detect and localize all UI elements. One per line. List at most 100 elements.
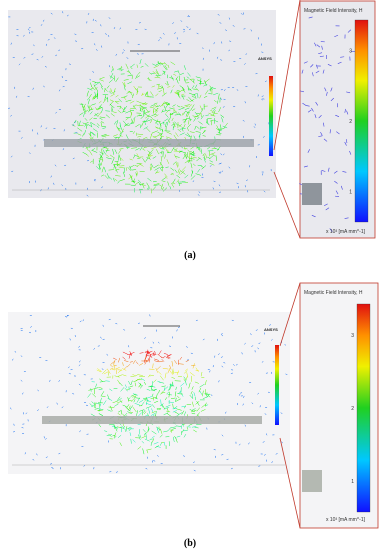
vector (137, 322, 140, 324)
vector (242, 120, 245, 122)
vector (58, 49, 61, 52)
vector (333, 170, 338, 174)
vector (119, 134, 123, 137)
vector (165, 404, 171, 408)
vector (125, 110, 131, 114)
vector (129, 361, 133, 363)
vector (104, 95, 106, 101)
vector (207, 394, 211, 398)
vector (123, 171, 126, 177)
vector (202, 390, 204, 397)
vector (84, 109, 89, 113)
vector (112, 177, 115, 182)
vector (323, 203, 328, 206)
vector (167, 86, 171, 88)
vector (147, 91, 149, 98)
vector (115, 471, 118, 473)
vector (99, 82, 103, 88)
vector (122, 425, 126, 430)
vector (163, 412, 169, 416)
vector (106, 85, 110, 89)
vector (156, 75, 161, 79)
vector (220, 356, 223, 358)
vector (154, 102, 158, 105)
vector (196, 117, 200, 120)
vector (194, 126, 197, 130)
vector (146, 186, 150, 190)
vector (189, 372, 195, 377)
vector (184, 174, 189, 179)
vector (89, 117, 93, 121)
vector (141, 410, 144, 416)
vector (199, 390, 203, 395)
vector (125, 134, 129, 140)
vector (194, 427, 199, 429)
vector (151, 114, 157, 116)
vector (23, 370, 26, 373)
vector (186, 359, 189, 361)
vector (195, 76, 201, 79)
vector (312, 72, 314, 77)
vector (169, 383, 171, 389)
plate (302, 183, 322, 205)
vector (131, 147, 137, 149)
vector (154, 352, 156, 356)
vector (159, 161, 164, 167)
vector (146, 396, 153, 399)
vector (31, 53, 34, 55)
vector (299, 90, 304, 93)
vector (122, 374, 127, 377)
vector (185, 368, 189, 372)
vector (160, 428, 163, 434)
vector (133, 116, 136, 120)
vector (162, 110, 168, 112)
vector (163, 386, 169, 391)
vector (90, 105, 93, 110)
vector (173, 73, 177, 76)
vector (156, 149, 159, 155)
vector (172, 410, 177, 413)
vector (254, 123, 256, 126)
vector (53, 182, 55, 185)
vector (151, 408, 154, 413)
vector (99, 79, 104, 82)
vector (98, 423, 101, 428)
vector (158, 85, 164, 89)
vector (215, 155, 217, 161)
vector (155, 126, 158, 129)
vector (27, 29, 30, 31)
vector (118, 98, 122, 103)
vector (144, 360, 148, 365)
vector (44, 66, 47, 68)
vector (275, 453, 278, 455)
vector (175, 386, 177, 391)
vector (93, 82, 99, 87)
vector (166, 354, 171, 358)
vector (125, 99, 132, 102)
vector (27, 96, 30, 98)
vector (194, 94, 197, 99)
vector (9, 407, 12, 410)
vector (122, 356, 126, 360)
vector (21, 427, 24, 429)
vector (164, 154, 167, 159)
vector (183, 30, 185, 33)
vector (138, 374, 143, 376)
vector (122, 51, 124, 54)
vector (147, 177, 152, 182)
vector (122, 120, 128, 126)
vector (171, 428, 176, 430)
vector (160, 132, 163, 136)
vector (116, 400, 123, 404)
vector (178, 72, 185, 76)
vector (187, 123, 191, 128)
vector (167, 356, 171, 359)
plate (302, 470, 322, 492)
vector (91, 401, 94, 404)
vector (187, 149, 191, 153)
vector (162, 70, 166, 73)
vector (169, 370, 174, 376)
vector (173, 134, 177, 140)
vector (219, 124, 222, 129)
vector (193, 461, 195, 464)
